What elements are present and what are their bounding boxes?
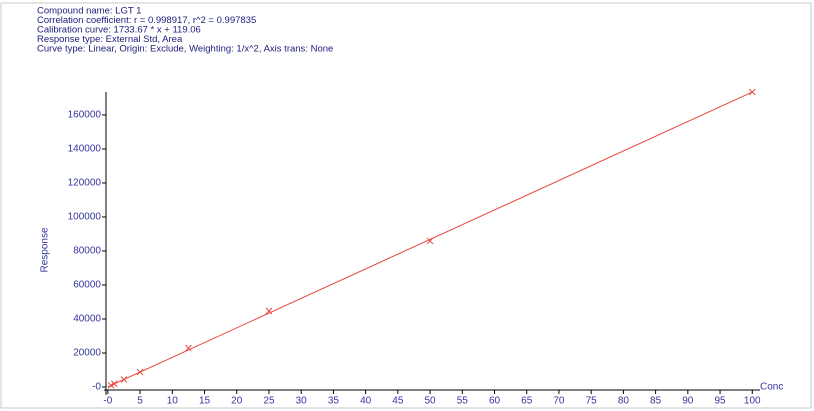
x-tick-label: 100 bbox=[744, 396, 761, 407]
data-point bbox=[265, 307, 273, 315]
data-point bbox=[110, 380, 118, 388]
y-tick-label: 60000 bbox=[73, 280, 101, 291]
data-point bbox=[185, 344, 192, 352]
x-tick-label: 90 bbox=[682, 396, 694, 407]
y-tick-label: 120000 bbox=[68, 178, 102, 189]
y-axis-label: Response bbox=[40, 227, 51, 272]
x-tick-label: 40 bbox=[360, 396, 372, 407]
info-line: Compound name: LGT 1 bbox=[37, 6, 141, 17]
data-point bbox=[136, 368, 144, 376]
x-tick-label: 95 bbox=[714, 396, 726, 407]
x-tick-label: 65 bbox=[521, 396, 533, 407]
y-tick-label: 160000 bbox=[68, 110, 102, 121]
x-tick-label: 70 bbox=[553, 396, 565, 407]
x-axis-label: Conc bbox=[760, 382, 783, 393]
y-tick-label: 40000 bbox=[73, 314, 101, 325]
y-tick-label: 140000 bbox=[68, 144, 102, 155]
y-tick-label: 20000 bbox=[73, 348, 101, 359]
x-tick-label: 5 bbox=[137, 396, 143, 407]
info-line: Response type: External Std, Area bbox=[37, 34, 183, 45]
data-point bbox=[426, 237, 434, 245]
x-tick-label: 15 bbox=[199, 396, 211, 407]
data-point bbox=[120, 376, 128, 383]
x-tick-label: 55 bbox=[457, 396, 469, 407]
x-tick-label: 50 bbox=[425, 396, 437, 407]
x-tick-label: 80 bbox=[618, 396, 630, 407]
x-tick-label: 30 bbox=[296, 396, 308, 407]
data-point bbox=[107, 381, 115, 389]
x-tick-label: 75 bbox=[586, 396, 598, 407]
info-line: Calibration curve: 1733.67 * x + 119.06 bbox=[37, 25, 201, 36]
y-tick-label: 80000 bbox=[73, 246, 101, 257]
x-tick-label: 25 bbox=[263, 396, 275, 407]
info-line: Curve type: Linear, Origin: Exclude, Wei… bbox=[37, 44, 333, 55]
x-tick-label: 85 bbox=[650, 396, 662, 407]
x-tick-label: 35 bbox=[328, 396, 340, 407]
info-line: Correlation coefficient: r = 0.998917, r… bbox=[37, 15, 256, 26]
data-point bbox=[748, 88, 756, 96]
x-tick-label: 20 bbox=[231, 396, 243, 407]
x-tick-label: 60 bbox=[489, 396, 501, 407]
x-tick-label: -0 bbox=[103, 396, 112, 407]
fit-line bbox=[107, 91, 753, 388]
x-tick-label: 45 bbox=[392, 396, 404, 407]
y-tick-label: -0 bbox=[92, 382, 101, 393]
y-tick-label: 100000 bbox=[68, 212, 102, 223]
x-tick-label: 10 bbox=[167, 396, 179, 407]
